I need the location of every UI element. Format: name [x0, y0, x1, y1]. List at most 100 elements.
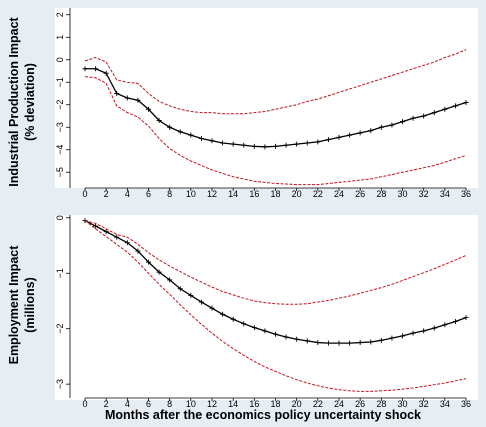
- y-tick-label: 2: [55, 12, 65, 17]
- point-estimate-marker: [389, 335, 395, 341]
- point-estimate-marker: [103, 70, 109, 76]
- plot-area-employment: [55, 215, 478, 400]
- point-estimate-marker: [431, 325, 437, 331]
- x-tick-label: 18: [270, 399, 280, 409]
- y-tick-label: 0: [55, 57, 65, 62]
- point-estimate-marker: [167, 124, 173, 130]
- plot-area-industrial-production: [55, 8, 478, 188]
- x-tick-label: 8: [167, 399, 172, 409]
- point-estimate-marker: [410, 115, 416, 121]
- point-estimate-marker: [124, 240, 130, 246]
- x-tick-label: 0: [82, 399, 87, 409]
- point-estimate-marker: [336, 340, 342, 346]
- x-tick-label: 20: [292, 399, 302, 409]
- x-tick-label: 4: [125, 399, 130, 409]
- lower-confidence-band-line: [84, 220, 467, 392]
- point-estimate-marker: [294, 141, 300, 147]
- point-estimate-marker: [262, 328, 268, 334]
- point-estimate-marker: [347, 340, 353, 346]
- x-tick-label: 2: [104, 189, 109, 199]
- lower-confidence-band-line: [84, 76, 467, 186]
- point-estimate-marker: [421, 113, 427, 119]
- point-estimate-marker: [82, 66, 88, 72]
- point-estimate-marker: [283, 334, 289, 340]
- point-estimate-marker: [347, 132, 353, 138]
- x-tick-label: 18: [270, 189, 280, 199]
- point-estimate-marker: [156, 269, 162, 275]
- x-tick-label: 10: [186, 399, 196, 409]
- employment-panel: Employment Impact (millions) 0−1−2−30 2 4 6…: [7, 215, 478, 409]
- point-estimate-marker: [368, 128, 374, 134]
- x-tick-label: 14: [228, 189, 238, 199]
- point-estimate-marker: [294, 336, 300, 342]
- x-tick-label: 6: [146, 399, 151, 409]
- x-tick-label: 36: [461, 399, 471, 409]
- point-estimate-marker: [410, 330, 416, 336]
- point-estimate-marker: [325, 137, 331, 143]
- point-estimate-marker: [251, 143, 257, 149]
- point-estimate-marker: [442, 106, 448, 112]
- y-tick-label: −3: [55, 379, 65, 389]
- x-tick-label: 4: [125, 189, 130, 199]
- point-estimate-marker: [315, 340, 321, 346]
- x-tick-label: 34: [440, 189, 450, 199]
- x-tick-label: 34: [440, 399, 450, 409]
- upper-confidence-band-line: [84, 49, 467, 115]
- point-estimate-marker: [114, 91, 120, 96]
- point-estimate-marker: [273, 331, 278, 337]
- x-tick-label: 16: [249, 189, 259, 199]
- y-axis-title-line2: (millions): [23, 277, 37, 333]
- point-estimate-marker: [177, 286, 183, 292]
- point-estimate-marker: [114, 234, 120, 240]
- y-tick-label: −2: [55, 100, 65, 110]
- point-estimate-marker: [452, 103, 458, 109]
- point-estimate-marker: [251, 325, 257, 331]
- point-estimate-marker: [378, 337, 384, 343]
- point-estimate-marker: [463, 315, 469, 321]
- x-tick-label: 32: [419, 189, 429, 199]
- y-axis-title-line1: Employment Impact: [7, 245, 21, 365]
- point-estimate-marker: [241, 321, 247, 327]
- point-estimate-marker: [241, 142, 247, 148]
- x-tick-label: 6: [146, 189, 151, 199]
- point-estimate-marker: [378, 124, 384, 130]
- y-tick-label: −2: [55, 324, 65, 334]
- point-estimate-marker: [400, 119, 405, 125]
- point-estimate-marker: [146, 106, 151, 112]
- point-estimate-marker: [103, 229, 109, 235]
- point-estimate-marker: [400, 333, 405, 339]
- point-estimate-marker: [220, 311, 226, 317]
- y-tick-label: −1: [55, 77, 65, 87]
- x-tick-label: 26: [355, 399, 365, 409]
- y-axis-title-line1: Industrial Production Impact: [7, 16, 21, 186]
- y-tick-label: −4: [55, 145, 65, 155]
- point-estimate-marker: [124, 95, 130, 101]
- x-tick-label: 16: [249, 399, 259, 409]
- x-tick-label: 28: [376, 399, 386, 409]
- point-estimate-marker: [325, 340, 331, 346]
- x-tick-label: 10: [186, 189, 196, 199]
- x-axis-title: Months after the economics policy uncert…: [105, 408, 421, 422]
- point-estimate-marker: [389, 122, 395, 128]
- point-estimate-marker: [283, 142, 289, 148]
- point-estimate-marker: [421, 328, 427, 334]
- point-estimate-marker: [262, 144, 268, 150]
- point-estimate-marker: [357, 130, 363, 136]
- point-estimate-marker: [336, 134, 342, 140]
- point-estimate-marker: [230, 141, 236, 147]
- point-estimate-marker: [431, 110, 437, 116]
- y-tick-label: −1: [55, 268, 65, 278]
- point-estimate-marker: [167, 277, 173, 283]
- industrial-production-panel: Industrial Production Impact (% deviatio…: [7, 8, 478, 199]
- x-tick-label: 30: [397, 189, 407, 199]
- x-tick-label: 14: [228, 399, 238, 409]
- point-estimate-marker: [304, 140, 310, 146]
- x-tick-label: 0: [82, 189, 87, 199]
- y-tick-label: −5: [55, 167, 65, 177]
- x-tick-label: 28: [376, 189, 386, 199]
- point-estimate-marker: [304, 338, 310, 344]
- point-estimate-marker: [209, 138, 215, 144]
- upper-confidence-band-line: [84, 220, 467, 305]
- x-tick-label: 2: [104, 399, 109, 409]
